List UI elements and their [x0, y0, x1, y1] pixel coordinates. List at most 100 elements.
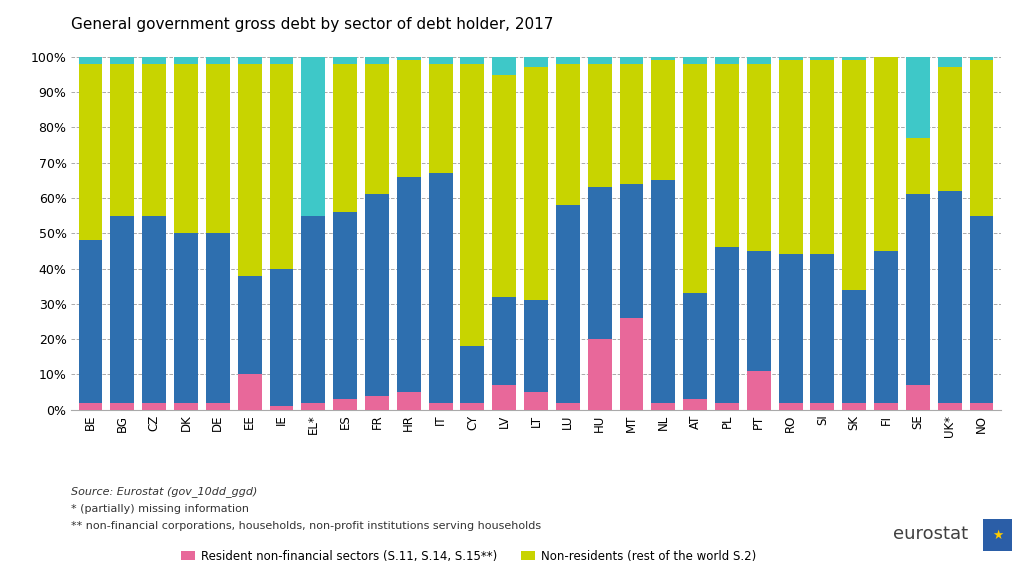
Bar [238, 374, 261, 410]
Bar [970, 57, 993, 60]
Bar [620, 64, 643, 184]
Bar [238, 275, 261, 374]
Bar [238, 64, 261, 275]
Bar [874, 403, 897, 410]
Bar [937, 57, 962, 68]
Bar [811, 60, 834, 254]
Bar [779, 60, 803, 254]
Bar [142, 64, 166, 216]
Text: Source: Eurostat (gov_10dd_ggd): Source: Eurostat (gov_10dd_ggd) [71, 486, 258, 497]
Bar [588, 187, 612, 339]
Bar [238, 57, 261, 64]
Bar [142, 216, 166, 403]
Bar [270, 269, 293, 406]
Bar [175, 403, 198, 410]
Bar [397, 60, 421, 177]
Bar [746, 57, 771, 64]
Bar [364, 395, 389, 410]
Bar [460, 346, 484, 403]
Bar [460, 57, 484, 64]
Bar [937, 191, 962, 403]
Bar [683, 399, 708, 410]
Bar [779, 403, 803, 410]
Bar [524, 57, 548, 68]
Bar [397, 57, 421, 60]
Bar [270, 57, 293, 64]
Bar [429, 64, 452, 174]
Bar [397, 177, 421, 392]
Bar [874, 57, 897, 251]
Bar [79, 64, 102, 240]
Bar [492, 385, 517, 410]
Bar [811, 57, 834, 60]
Bar [364, 195, 389, 395]
Bar [620, 318, 643, 410]
Bar [110, 64, 135, 216]
Bar [811, 403, 834, 410]
Bar [970, 216, 993, 403]
Bar [555, 205, 580, 403]
Bar [555, 403, 580, 410]
Bar [142, 57, 166, 64]
Legend: Resident non-financial sectors (S.11, S.14, S.15**), Resident financial (financi: Resident non-financial sectors (S.11, S.… [181, 550, 762, 569]
Bar [175, 233, 198, 403]
Bar [651, 60, 675, 180]
Bar [842, 403, 866, 410]
Bar [110, 403, 135, 410]
Bar [683, 64, 708, 293]
Bar [206, 233, 230, 403]
Bar [524, 300, 548, 392]
Bar [397, 392, 421, 410]
Bar [206, 64, 230, 233]
Bar [683, 293, 708, 399]
Bar [779, 254, 803, 403]
Bar [79, 403, 102, 410]
Bar [970, 60, 993, 216]
Bar [333, 399, 357, 410]
Bar [79, 240, 102, 403]
Bar [79, 57, 102, 64]
Bar [746, 64, 771, 251]
Bar [620, 184, 643, 318]
Text: ★: ★ [991, 529, 1004, 542]
Bar [555, 57, 580, 64]
Bar [715, 403, 739, 410]
Bar [301, 216, 326, 403]
Bar [811, 254, 834, 403]
Bar [492, 57, 517, 75]
Bar [588, 64, 612, 187]
Bar [333, 57, 357, 64]
Bar [270, 64, 293, 269]
Text: * (partially) missing information: * (partially) missing information [71, 504, 249, 514]
Bar [110, 216, 135, 403]
Bar [937, 403, 962, 410]
Bar [492, 75, 517, 297]
Bar [842, 290, 866, 403]
Bar [651, 180, 675, 403]
Bar [906, 138, 930, 195]
Bar [779, 57, 803, 60]
Bar [715, 57, 739, 64]
Bar [364, 57, 389, 64]
Bar [301, 403, 326, 410]
Bar [175, 57, 198, 64]
Bar [460, 64, 484, 346]
Bar [842, 57, 866, 60]
Bar [333, 212, 357, 399]
Bar [429, 174, 452, 403]
Bar [970, 403, 993, 410]
Bar [746, 251, 771, 371]
Bar [333, 64, 357, 212]
Bar [620, 57, 643, 64]
Bar [715, 64, 739, 248]
Bar [460, 403, 484, 410]
Bar [906, 385, 930, 410]
Bar [175, 64, 198, 233]
Bar [110, 57, 135, 64]
Bar [142, 403, 166, 410]
Bar [206, 57, 230, 64]
Bar [874, 251, 897, 403]
Bar [206, 403, 230, 410]
Bar [906, 57, 930, 138]
Bar [906, 195, 930, 385]
